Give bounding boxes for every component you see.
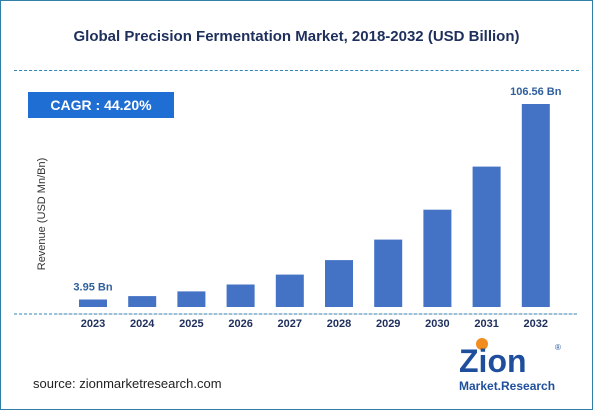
bar-2024	[128, 296, 157, 307]
x-tick-label: 2029	[376, 318, 400, 330]
logo-registered-mark: ®	[555, 343, 561, 352]
chart-title: Global Precision Fermentation Market, 20…	[73, 28, 520, 45]
bar-2023	[79, 299, 107, 307]
x-tick-label: 2028	[327, 318, 351, 330]
data-label: 106.56 Bn	[510, 86, 562, 98]
bar-2029	[374, 239, 403, 307]
source-text: source: zionmarketresearch.com	[33, 376, 222, 391]
x-tick-label: 2025	[179, 318, 203, 330]
bar-2025	[177, 291, 206, 307]
zion-logo: Zion ® Market.Research	[459, 338, 561, 393]
bar-2032	[521, 104, 550, 307]
x-tick-label: 2027	[278, 318, 302, 330]
title-divider	[14, 70, 579, 71]
bar-2026	[226, 284, 255, 307]
logo-dot-icon	[476, 338, 488, 350]
logo-word: Zion	[459, 343, 527, 379]
bars-layer	[79, 104, 550, 307]
x-tick-label: 2023	[81, 318, 105, 330]
x-tick-label: 2032	[524, 318, 548, 330]
x-tick-label: 2024	[130, 318, 155, 330]
x-tick-label: 2030	[425, 318, 449, 330]
bar-2030	[423, 209, 452, 307]
bar-2028	[325, 260, 353, 307]
labels-layer: 2023 3.95 Bn 2024 2025 2026 2027 2028 2029 2030 2…	[73, 86, 561, 330]
x-tick-label: 2026	[228, 318, 252, 330]
x-tick-label: 2031	[474, 318, 498, 330]
bar-2027	[275, 274, 304, 307]
data-label: 3.95 Bn	[73, 282, 112, 294]
logo-subtitle: Market.Research	[459, 379, 555, 393]
bar-2031	[472, 166, 501, 307]
cagr-badge: CAGR : 44.20%	[28, 92, 174, 118]
